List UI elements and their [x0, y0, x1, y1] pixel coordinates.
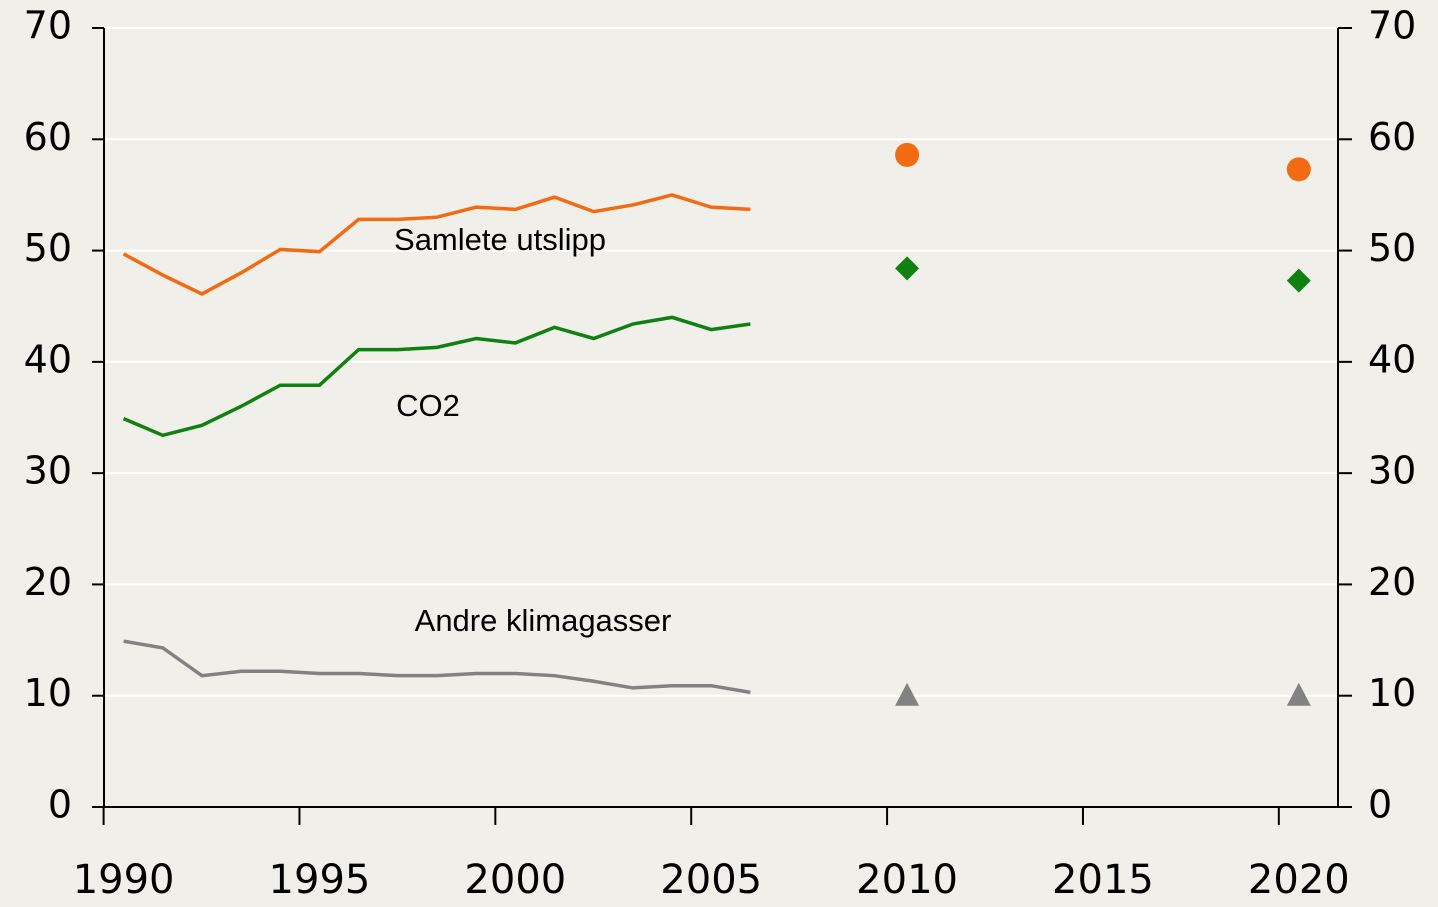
series-label: CO2: [396, 388, 460, 423]
series-label: Samlete utslipp: [394, 222, 606, 257]
y2-tick-label: 30: [1368, 449, 1416, 493]
projection-marker: [1286, 682, 1311, 706]
y2-tick-label: 20: [1368, 560, 1416, 604]
y2-tick-label: 40: [1368, 337, 1416, 381]
y2-tick-label: 50: [1368, 226, 1416, 270]
y-tick-label: 40: [24, 337, 72, 381]
x-tick-label: 1995: [269, 857, 371, 903]
y-tick-label: 20: [24, 560, 72, 604]
y-tick-label: 60: [24, 115, 72, 159]
projection-marker: [1286, 268, 1311, 293]
projection-marker: [1286, 157, 1311, 182]
y-tick-label: 50: [24, 226, 72, 270]
y-tick-label: 0: [48, 783, 72, 827]
x-tick-label: 2015: [1052, 857, 1154, 903]
x-tick-label: 1990: [73, 857, 175, 903]
x-tick-label: 2010: [856, 857, 958, 903]
y2-tick-label: 70: [1368, 4, 1416, 48]
projection-marker: [895, 142, 920, 167]
x-tick-label: 2020: [1248, 857, 1350, 903]
series-line: [122, 193, 751, 296]
projection-marker: [895, 682, 920, 706]
x-tick-label: 2000: [464, 857, 566, 903]
series-line: [123, 639, 751, 695]
y2-tick-label: 60: [1368, 115, 1416, 159]
y-tick-label: 10: [24, 671, 72, 715]
series-line: [122, 315, 751, 438]
y2-tick-label: 0: [1368, 783, 1392, 827]
projection-marker: [895, 256, 920, 281]
y-tick-label: 30: [24, 449, 72, 493]
series-label: Andre klimagasser: [415, 603, 672, 638]
x-tick-label: 2005: [660, 857, 762, 903]
y2-tick-label: 10: [1368, 671, 1416, 715]
y-tick-label: 70: [24, 4, 72, 48]
